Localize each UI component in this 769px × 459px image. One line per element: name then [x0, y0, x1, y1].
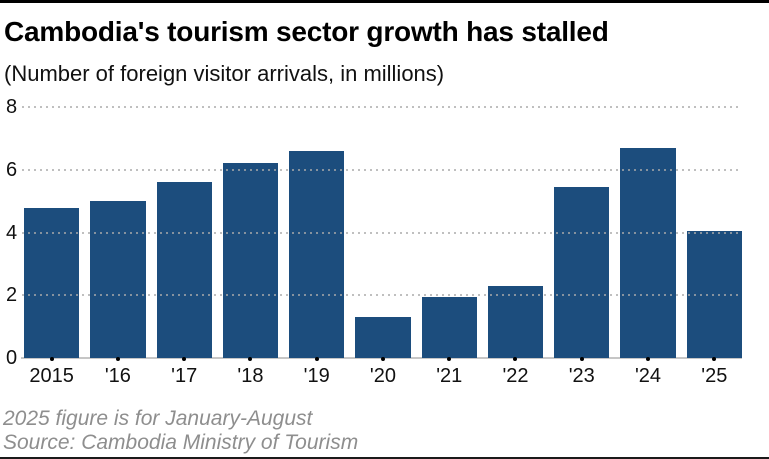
axis-tick-dot — [49, 357, 54, 361]
axis-tick-dot — [182, 357, 187, 361]
bar-cell-21 — [421, 107, 477, 361]
gridline-6 — [22, 168, 742, 171]
x-axis-label-23: '23 — [568, 365, 595, 387]
gridline-2 — [22, 294, 742, 297]
axis-tick-dot — [248, 357, 253, 361]
x-axis-label-2015: 2015 — [29, 365, 74, 387]
bar-cell-22 — [487, 107, 544, 361]
x-axis-label-25: '25 — [701, 365, 728, 387]
axis-tick-dot — [447, 357, 452, 361]
bar-17 — [156, 182, 212, 358]
bar-21 — [421, 297, 477, 358]
bar-cell-17 — [156, 107, 212, 361]
bar-2015 — [24, 208, 80, 358]
axis-tick-dot — [579, 357, 584, 361]
footnote: 2025 figure is for January-August — [3, 407, 313, 430]
axis-tick-dot — [380, 357, 385, 361]
axis-tick-dot — [314, 357, 319, 361]
y-axis-tick-label: 8 — [6, 96, 18, 118]
bar-20 — [355, 317, 411, 358]
x-axis-label-24: '24 — [634, 365, 662, 387]
bar-cell-16 — [90, 107, 146, 361]
bar-24 — [620, 148, 676, 358]
bar-cell-23 — [554, 107, 610, 361]
bar-cell-18 — [222, 107, 279, 361]
bar-16 — [90, 201, 146, 358]
axis-tick-dot — [513, 357, 518, 361]
bar-cell-20 — [355, 107, 411, 361]
bar-series — [24, 107, 742, 361]
bar-18 — [222, 163, 279, 358]
x-axis: 2015 '16 '17 '18 '19 '20 '21 '22 '23 '24 '25 — [24, 365, 742, 388]
bar-22 — [487, 286, 544, 358]
x-axis-label-21: '21 — [436, 365, 463, 387]
bar-19 — [289, 151, 345, 358]
axis-tick-dot — [115, 357, 120, 361]
x-axis-label-18: '18 — [237, 365, 264, 387]
gridline-8 — [22, 106, 742, 108]
x-axis-label-20: '20 — [369, 365, 396, 387]
y-axis-tick-label: 6 — [6, 158, 18, 181]
x-axis-label-22: '22 — [502, 365, 529, 387]
x-axis-label-19: '19 — [303, 365, 330, 387]
bar-23 — [554, 187, 610, 358]
chart-subtitle: (Number of foreign visitor arrivals, in … — [4, 61, 445, 86]
gridline-4 — [22, 231, 742, 234]
chart-title: Cambodia's tourism sector growth has sta… — [4, 16, 609, 47]
axis-tick-dot — [646, 357, 651, 361]
bar-cell-24 — [620, 107, 676, 361]
bar-cell-19 — [289, 107, 345, 361]
y-axis-tick-label: 0 — [6, 347, 18, 369]
y-axis-tick-label: 4 — [6, 221, 18, 244]
axis-tick-dot — [712, 357, 717, 361]
x-axis-label-17: '17 — [171, 365, 198, 387]
y-axis-tick-label: 2 — [6, 284, 18, 307]
x-axis-label-16: '16 — [104, 365, 131, 387]
source-credit: Source: Cambodia Ministry of Tourism — [3, 431, 359, 454]
